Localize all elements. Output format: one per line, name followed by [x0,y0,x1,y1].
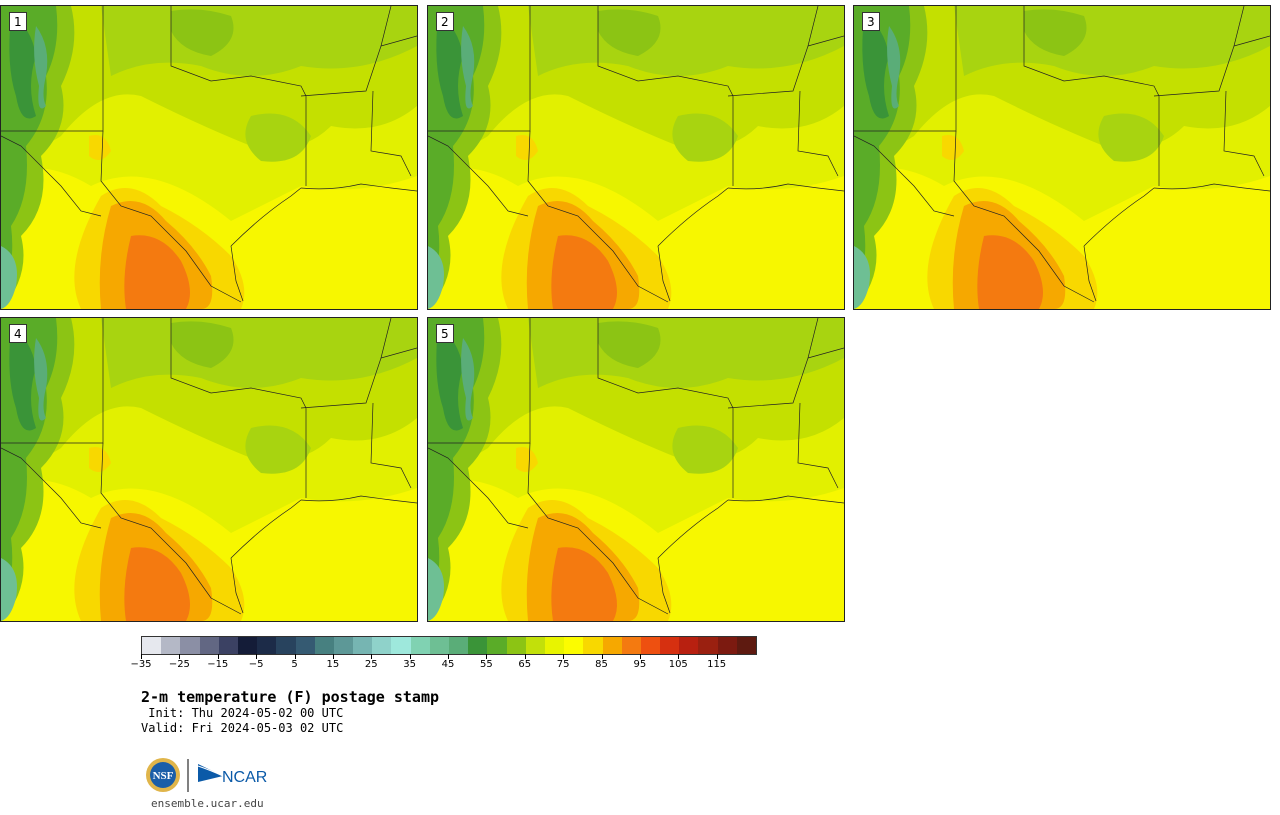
colorbar-swatch [621,637,641,654]
map-panel-2[interactable]: 2 [427,5,845,310]
colorbar-tick [639,654,641,659]
colorbar-tick-label: 45 [441,659,455,670]
colorbar [141,636,757,655]
panel-number-label: 5 [436,324,454,343]
panel-number-label: 2 [436,12,454,31]
colorbar-tick-label: −25 [168,659,190,670]
map-panel-1[interactable]: 1 [0,5,418,310]
colorbar-tick [256,654,258,659]
plot-title: 2-m temperature (F) postage stamp [141,688,440,706]
colorbar-tick-label: 15 [326,659,340,670]
colorbar-tick [524,654,526,659]
colorbar-swatch [372,637,392,654]
colorbar-swatch [257,637,277,654]
nsf-logo-icon: NSF [146,758,180,792]
colorbar-swatch [736,637,756,654]
colorbar-swatch [199,637,219,654]
colorbar-swatch [602,637,622,654]
colorbar-tick [409,654,411,659]
colorbar-tick-label: −35 [130,659,152,670]
colorbar-swatch [660,637,680,654]
colorbar-swatch [449,637,469,654]
colorbar-swatch [218,637,238,654]
website-url[interactable]: ensemble.ucar.edu [151,797,264,810]
colorbar-swatch [468,637,488,654]
colorbar-tick [332,654,334,659]
colorbar-tick [601,654,603,659]
colorbar-tick [141,654,142,659]
colorbar-tick [486,654,488,659]
colorbar-tick [448,654,449,659]
colorbar-swatch [564,637,584,654]
colorbar-ticks: −35 −25 −15 −5 5 15 25 35 45 55 65 75 85 95 105 115 [130,654,757,674]
colorbar-swatch [314,637,334,654]
colorbar-swatch [487,637,507,654]
colorbar-tick [716,654,718,659]
map-panel-3[interactable]: 3 [853,5,1271,310]
temperature-map [1,6,417,309]
nsf-text: NSF [153,770,174,782]
colorbar-tick [179,654,181,659]
colorbar-tick-label: 35 [403,659,416,670]
map-panel-4[interactable]: 4 [0,317,418,622]
colorbar-tick [678,654,680,659]
colorbar-swatch [717,637,737,654]
logos: NSF NCAR [145,756,275,796]
colorbar-tick-label: 95 [633,659,647,670]
colorbar-swatch [506,637,526,654]
colorbar-tick-label: 85 [595,659,608,670]
panel-number-label: 3 [862,12,880,31]
colorbar-tick-label: −5 [248,659,264,670]
colorbar-tick-label: 105 [668,659,688,670]
colorbar-swatch [391,637,411,654]
colorbar-tick-label: 5 [291,659,298,670]
ncar-logo-icon: NCAR [197,764,267,786]
init-time: Init: Thu 2024-05-02 00 UTC [141,706,344,720]
temperature-map [428,6,844,309]
colorbar-swatch [525,637,545,654]
panel-number-label: 4 [9,324,27,343]
colorbar-swatch [276,637,296,654]
colorbar-tick-label: −15 [207,659,229,670]
temperature-map [854,6,1270,309]
colorbar-swatch [583,637,603,654]
colorbar-swatch [295,637,315,654]
colorbar-swatch [142,637,162,654]
colorbar-swatch [237,637,258,654]
temperature-map [1,318,417,621]
colorbar-tick-label: 75 [556,659,570,670]
valid-time: Valid: Fri 2024-05-03 02 UTC [141,721,344,735]
colorbar-tick [371,654,373,659]
colorbar-tick [217,654,219,659]
colorbar-tick [294,654,296,659]
colorbar-tick-label: 115 [707,659,727,670]
colorbar-swatch [180,637,200,654]
colorbar-swatch [353,637,373,654]
ncar-text: NCAR [222,769,267,786]
colorbar-swatch [544,637,565,654]
colorbar-swatch [640,637,661,654]
panel-number-label: 1 [9,12,27,31]
colorbar-tick-label: 25 [364,659,378,670]
colorbar-swatch [698,637,718,654]
colorbar-swatch [161,637,181,654]
colorbar-tick [563,654,565,659]
colorbar-swatch [410,637,430,654]
map-panel-5[interactable]: 5 [427,317,845,622]
colorbar-swatch [429,637,449,654]
colorbar-tick-label: 65 [518,659,532,670]
temperature-map [428,318,844,621]
colorbar-swatch [333,637,354,654]
colorbar-tick-label: 55 [480,659,493,670]
colorbar-swatch [679,637,699,654]
